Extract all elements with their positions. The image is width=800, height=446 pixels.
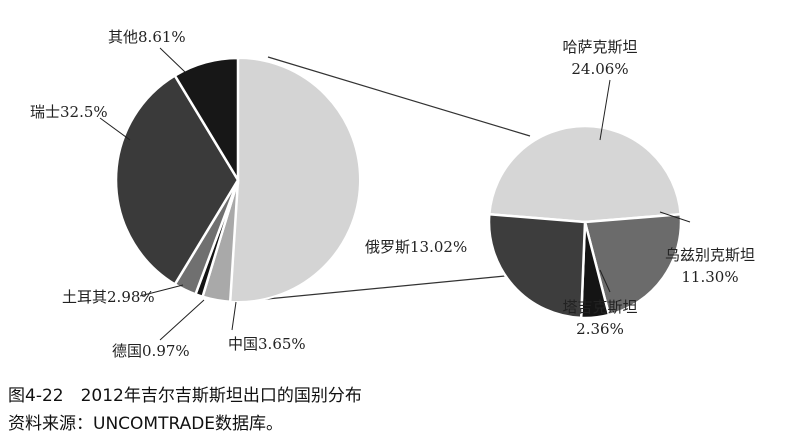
data-label-part: 乌兹别克斯坦 [665, 246, 755, 264]
data-label-part: 土耳其 [62, 288, 107, 306]
connector-line [245, 275, 506, 302]
data-label: 乌兹别克斯坦 [665, 246, 755, 264]
leader-line [159, 299, 205, 341]
data-label: 11.30% [681, 268, 738, 286]
data-label-part: 8.61% [138, 28, 186, 46]
data-label: 其他8.61% [108, 28, 186, 46]
pie-slice [487, 212, 587, 320]
data-label-part: 俄罗斯 [365, 238, 410, 256]
caption: 资料来源：UNCOMTRADE数据库。 [8, 414, 283, 434]
leader-line [99, 117, 131, 141]
data-label: 哈萨克斯坦 [562, 38, 637, 56]
data-label: 俄罗斯13.02% [365, 238, 467, 256]
connector-line [267, 56, 531, 137]
data-label: 2.36% [576, 320, 624, 338]
data-label-part: 24.06% [571, 60, 628, 78]
data-label: 中国3.65% [228, 335, 306, 353]
data-label-part: 32.5% [60, 103, 108, 121]
data-label-part: 2.98% [107, 288, 155, 306]
leader-line [599, 269, 611, 293]
data-label-part: 其他 [108, 28, 138, 46]
data-label-part: 13.02% [410, 238, 467, 256]
pie-slice [229, 56, 362, 303]
data-label-part: 2.36% [576, 320, 624, 338]
data-label: 土耳其2.98% [62, 288, 155, 306]
data-label-part: 11.30% [681, 268, 738, 286]
data-label: 24.06% [571, 60, 628, 78]
pie-slice [173, 56, 240, 185]
data-label: 德国0.97% [112, 342, 190, 360]
leader-line [659, 211, 691, 223]
data-label-part: 哈萨克斯坦 [562, 38, 637, 56]
leader-line [231, 301, 237, 331]
leader-line [139, 284, 184, 297]
leader-line [159, 47, 186, 73]
data-label-part: 塔吉克斯坦 [562, 298, 637, 316]
pie-slice [487, 124, 683, 224]
data-label-part: 中国 [228, 335, 258, 353]
leader-line [599, 79, 611, 141]
data-label: 塔吉克斯坦 [562, 298, 637, 316]
data-label-part: 0.97% [142, 342, 190, 360]
pie-slice [114, 73, 240, 287]
data-label: 瑞士32.5% [30, 103, 108, 121]
caption: 图4-22 2012年吉尔吉斯斯坦出口的国别分布 [8, 386, 362, 406]
data-label-part: 德国 [112, 342, 142, 360]
data-label-part: 瑞士 [30, 103, 60, 121]
data-label-part: 3.65% [258, 335, 306, 353]
